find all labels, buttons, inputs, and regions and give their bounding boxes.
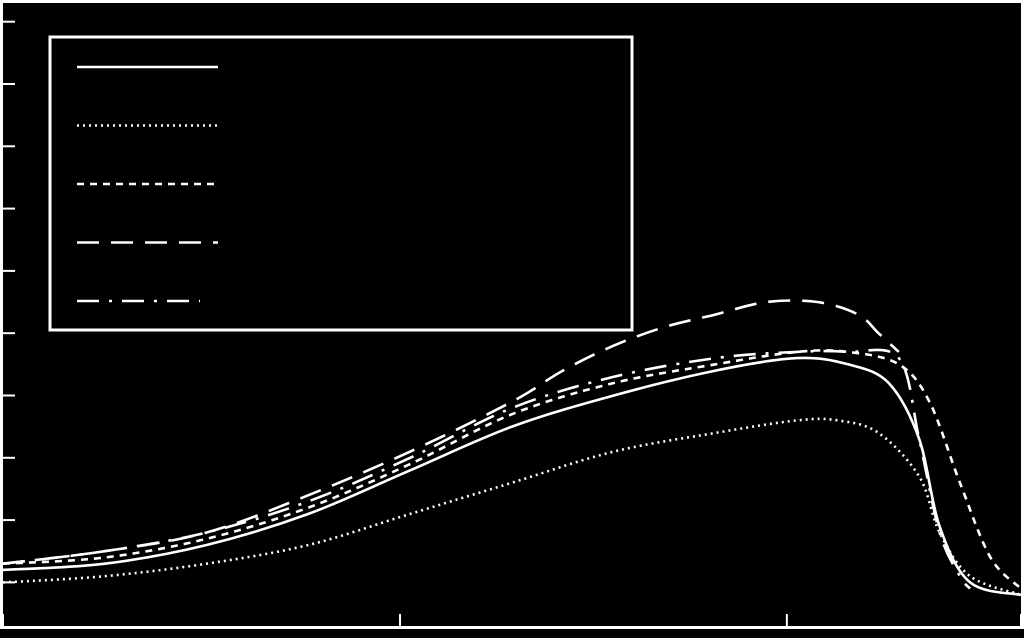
legend	[48, 35, 634, 332]
series-line-4	[2, 299, 900, 565]
series-line-2	[2, 417, 1022, 597]
legend-samples	[77, 65, 218, 303]
series-line-3	[2, 349, 1022, 590]
series-line-1	[2, 356, 1022, 597]
legend-box	[48, 35, 634, 332]
series-line-5	[2, 348, 972, 590]
series-lines	[2, 299, 1022, 597]
